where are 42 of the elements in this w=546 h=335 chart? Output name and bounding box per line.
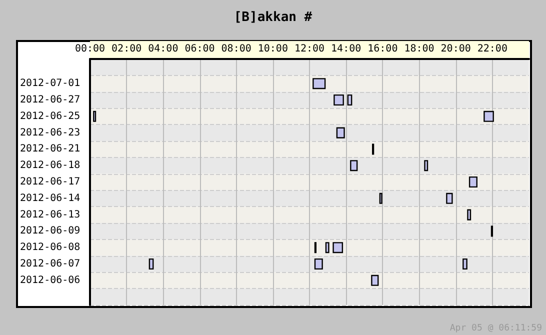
y-tick-label: 2012-06-18 [20,160,80,172]
y-tick-label: 2012-06-21 [20,144,80,155]
y-tick-label: 2012-06-07 [20,258,80,270]
x-tick-label: 08:00 [221,44,252,54]
y-tick-label: 2012-06-23 [20,127,80,138]
y-tick-label: 2012-06-14 [20,192,80,204]
bar [334,94,344,106]
bar [325,242,330,254]
y-tick-label: 2012-06-06 [20,274,80,286]
x-tick-label: 22:00 [477,44,508,54]
bar [462,258,468,270]
y-tick-label: 2012-07-01 [20,78,80,90]
x-tick-label: 06:00 [184,44,215,54]
x-tick-label: 18:00 [404,44,434,54]
bar [484,110,494,122]
x-tick-label: 12:00 [294,44,325,54]
bar [347,94,352,106]
x-tick-label: 14:00 [331,44,362,54]
bar [336,127,345,138]
chart-title: [B]akkan # [234,10,312,25]
bar [446,192,453,204]
bar [148,258,154,270]
bar [312,78,326,90]
x-tick-label: 02:00 [112,44,142,54]
x-tick-label: 10:00 [258,44,288,54]
x-tick-label: 04:00 [148,44,178,54]
bar [468,176,478,188]
bar [350,160,358,172]
y-tick-label: 2012-06-08 [20,242,80,254]
y-tick-label: 2012-06-25 [20,110,80,122]
bar [332,242,344,254]
y-tick-label: 2012-06-09 [20,226,80,237]
y-tick-label: 2012-06-13 [20,209,80,220]
bar [424,160,428,172]
bar [467,209,472,220]
x-tick-label: 16:00 [368,44,398,54]
bar [371,274,379,286]
y-tick-label: 2012-06-27 [20,94,80,106]
x-tick-label: 00:00 [74,44,106,54]
y-tick-label: 2012-06-17 [20,176,80,188]
x-tick-label: 20:00 [440,44,471,54]
bar [314,258,323,270]
